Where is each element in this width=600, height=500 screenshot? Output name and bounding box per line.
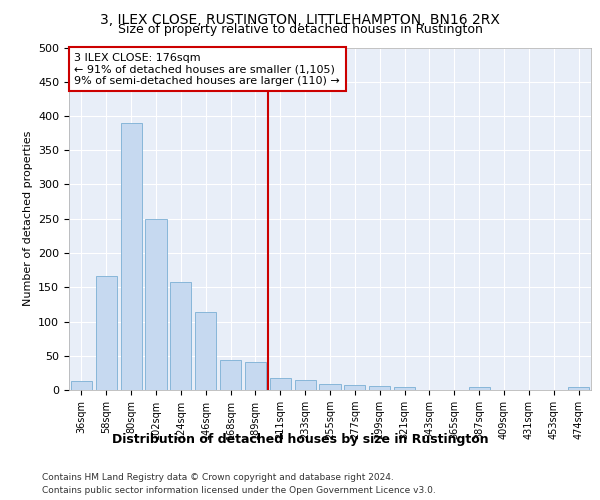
Text: 3 ILEX CLOSE: 176sqm
← 91% of detached houses are smaller (1,105)
9% of semi-det: 3 ILEX CLOSE: 176sqm ← 91% of detached h…: [74, 52, 340, 86]
Bar: [270, 378, 291, 390]
Text: Contains HM Land Registry data © Crown copyright and database right 2024.: Contains HM Land Registry data © Crown c…: [42, 472, 394, 482]
Bar: [344, 384, 365, 390]
Bar: [220, 360, 241, 390]
Bar: [319, 384, 341, 390]
Bar: [245, 362, 266, 390]
Bar: [195, 312, 216, 390]
Bar: [121, 123, 142, 390]
Text: Size of property relative to detached houses in Rustington: Size of property relative to detached ho…: [118, 22, 482, 36]
Bar: [369, 386, 390, 390]
Bar: [96, 276, 117, 390]
Text: 3, ILEX CLOSE, RUSTINGTON, LITTLEHAMPTON, BN16 2RX: 3, ILEX CLOSE, RUSTINGTON, LITTLEHAMPTON…: [100, 12, 500, 26]
Y-axis label: Number of detached properties: Number of detached properties: [23, 131, 32, 306]
Bar: [170, 282, 191, 390]
Text: Distribution of detached houses by size in Rustington: Distribution of detached houses by size …: [112, 432, 488, 446]
Bar: [71, 381, 92, 390]
Bar: [145, 220, 167, 390]
Bar: [469, 386, 490, 390]
Bar: [295, 380, 316, 390]
Bar: [394, 388, 415, 390]
Text: Contains public sector information licensed under the Open Government Licence v3: Contains public sector information licen…: [42, 486, 436, 495]
Bar: [568, 386, 589, 390]
